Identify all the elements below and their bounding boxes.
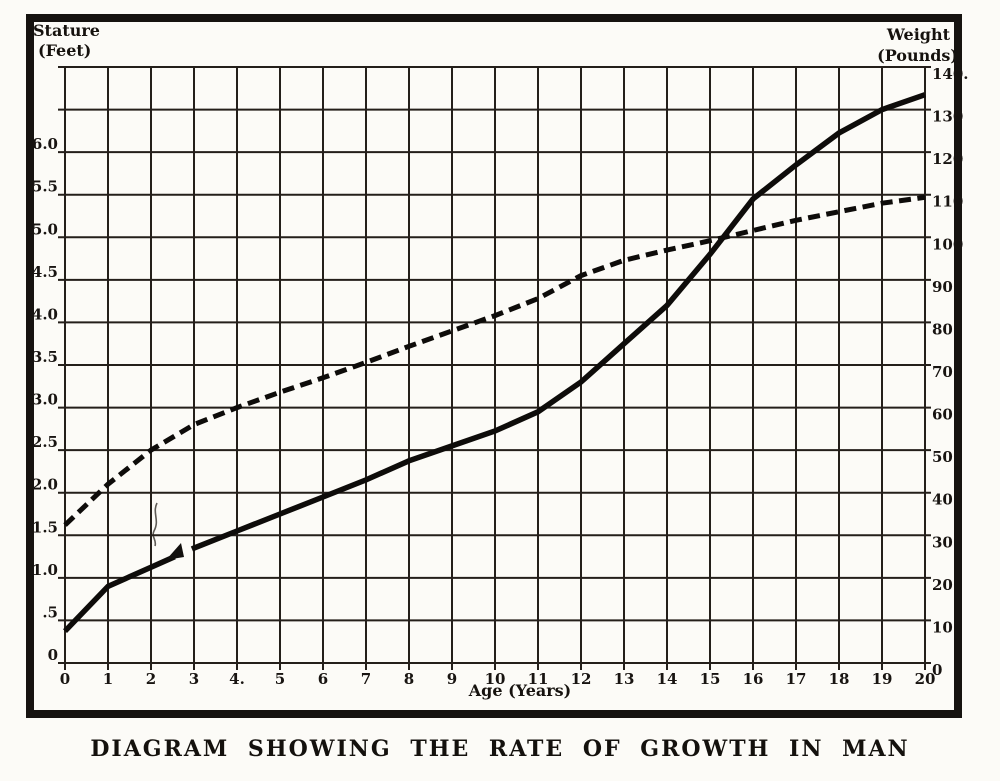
left-axis-tick-label: 6.0 [32,135,58,153]
x-axis-tick-label: 14 [657,670,678,688]
weight-curve-segment-2 [190,92,926,552]
right-axis-tick-label: 130 [932,108,963,126]
x-axis-title: Age (Years) [468,681,572,700]
x-axis-tick-label: 7 [361,670,371,688]
x-axis-tick-label: 2 [146,670,156,688]
right-axis-tick-label: 0 [932,661,942,679]
right-axis-title-line2: (Pounds) [877,46,958,65]
right-axis-tick-label: 120 [932,150,963,168]
right-axis-tick-label: 50 [932,448,953,466]
x-axis-tick-label: 1 [103,670,113,688]
weight-curve-segment-1 [63,554,176,634]
x-axis-tick-label: 5 [275,670,285,688]
x-axis-tick-label: 13 [614,670,635,688]
x-axis-tick-label: 17 [786,670,807,688]
x-axis-tick-label: 19 [872,670,893,688]
left-axis-tick-label: 4.0 [32,305,58,323]
left-axis-tick-label: 3.5 [32,348,58,366]
chart-frame [26,14,962,718]
x-axis-tick-label: 6 [318,670,328,688]
left-axis-tick-label: 3.0 [32,391,58,409]
curve-break-arrow-artifact [166,543,184,560]
right-axis-tick-label: 20 [932,576,953,594]
right-axis-tick-label: 110 [932,193,963,211]
x-axis-tick-label: 12 [571,670,592,688]
left-axis-tick-label: 4.5 [32,263,58,281]
right-axis-tick-label: 70 [932,363,953,381]
right-axis-tick-label: 10 [932,618,953,636]
x-axis-tick-label: 20 [915,670,936,688]
x-axis-tick-label: 8 [404,670,414,688]
left-axis-tick-label: 2.5 [32,433,58,451]
right-axis-tick-label: 30 [932,533,953,551]
x-axis-tick-label: 3 [189,670,199,688]
left-axis-title-line1: Stature [33,21,100,40]
tick-labels: 0.51.01.52.02.53.03.54.04.55.05.56.00102… [32,65,969,688]
left-axis-tick-label: 5.5 [32,178,58,196]
x-axis-tick-label: 15 [700,670,721,688]
x-axis-tick-label: 16 [743,670,764,688]
growth-chart: Stature (Feet) Weight (Pounds) Age (Year… [26,14,969,718]
left-axis-tick-label: 2.0 [32,476,58,494]
right-axis-tick-label: 140. [932,65,969,83]
right-axis-tick-label: 90 [932,278,953,296]
left-axis-tick-label: 0 [48,646,58,664]
left-axis-tick-label: 1.5 [32,518,58,536]
x-axis-tick-label: 18 [829,670,850,688]
left-axis-tick-label: 5.0 [32,220,58,238]
chart-caption: DIAGRAM SHOWING THE RATE OF GROWTH IN MA… [90,736,910,762]
x-axis-tick-label: 9 [447,670,457,688]
stature-curve [63,194,926,527]
right-axis-tick-label: 100 [932,235,963,253]
right-axis-tick-label: 40 [932,491,953,509]
x-axis-tick-label: 11 [528,670,549,688]
right-axis-tick-label: 80 [932,320,953,338]
x-axis-tick-label: 4. [229,670,245,688]
grid-lines [58,66,931,670]
x-axis-tick-label: 10 [485,670,506,688]
left-axis-tick-label: .5 [42,603,58,621]
right-axis-title-line1: Weight [886,25,951,44]
right-axis-tick-label: 60 [932,406,953,424]
left-axis-title-line2: (Feet) [38,41,91,60]
ink-smudge-artifact [152,502,158,547]
x-axis-tick-label: 0 [60,670,70,688]
left-axis-tick-label: 1.0 [32,561,58,579]
